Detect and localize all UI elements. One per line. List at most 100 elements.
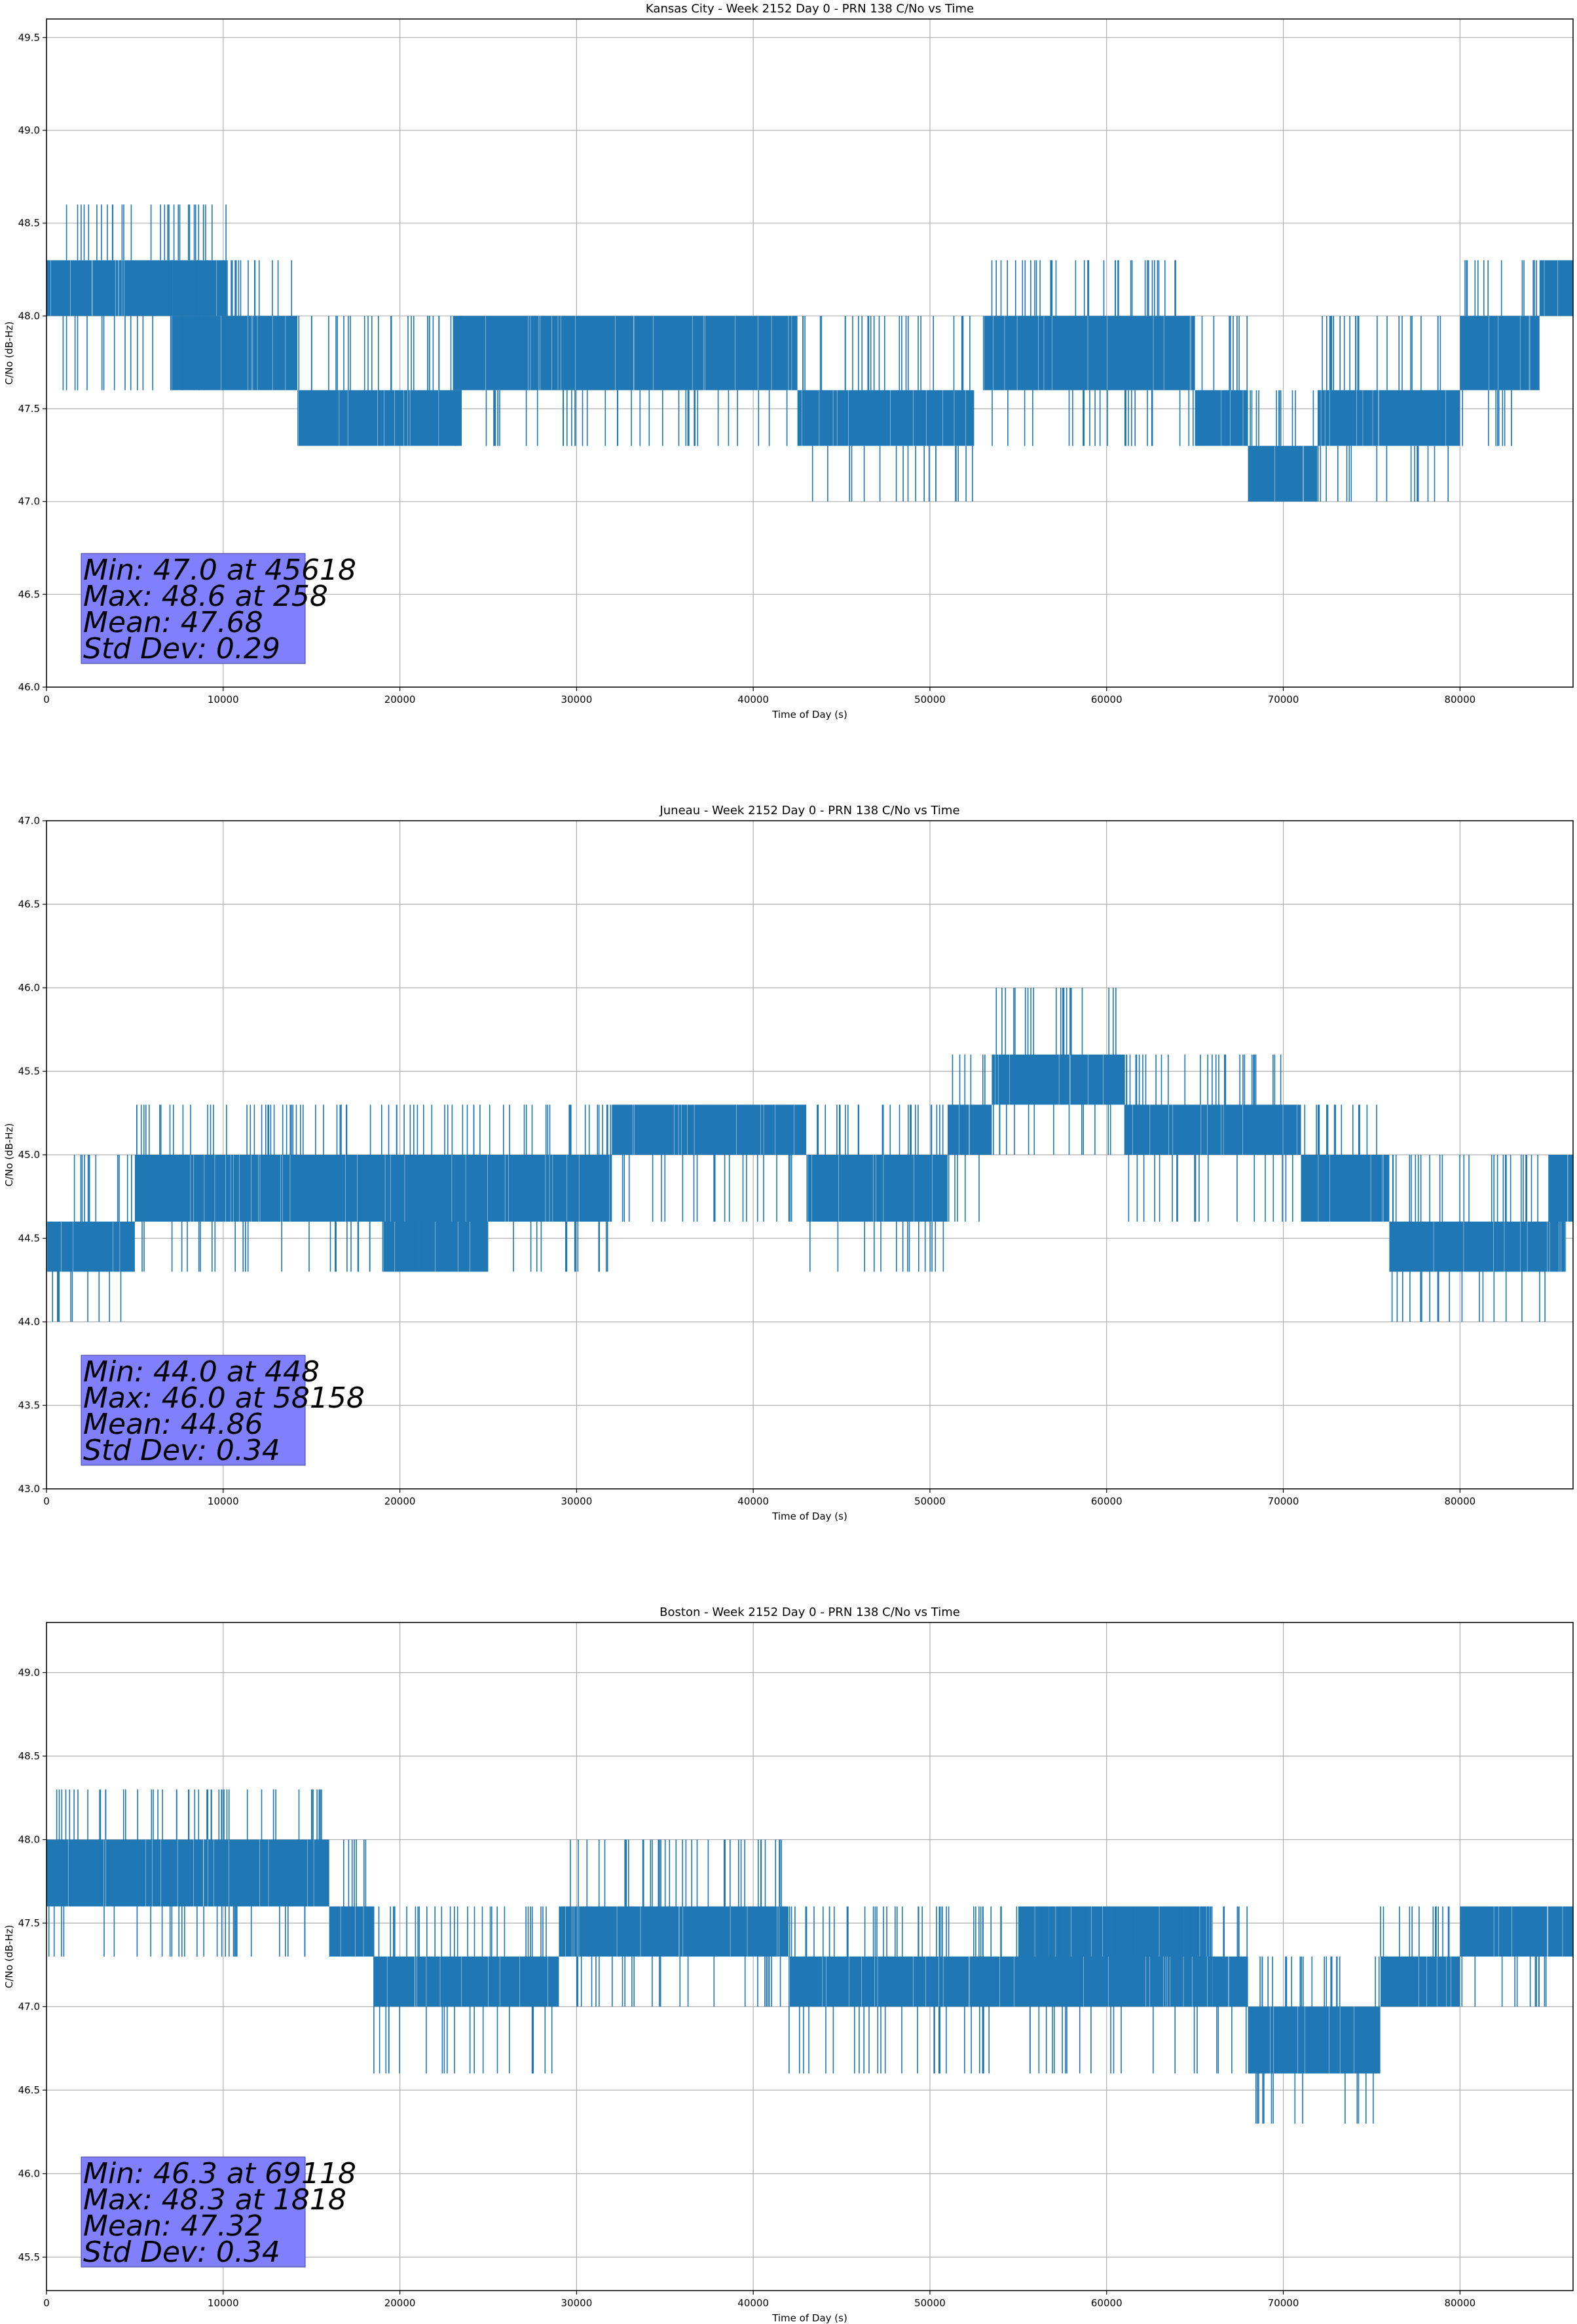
x-tick-label: 30000	[561, 2297, 593, 2309]
stats-line: Std Dev: 0.34	[83, 2236, 280, 2269]
series-band	[1301, 1155, 1390, 1222]
x-tick-label: 20000	[384, 1495, 416, 1507]
y-tick-label: 49.5	[18, 31, 40, 43]
series-band	[170, 316, 298, 390]
series-band	[1195, 390, 1248, 446]
x-tick-label: 80000	[1444, 2297, 1475, 2309]
stats-line: Max: 48.6 at 258	[83, 580, 328, 613]
y-tick-label: 43.0	[18, 1483, 40, 1495]
stats-line: Std Dev: 0.29	[83, 632, 280, 665]
series-band	[1389, 1222, 1567, 1272]
chart-title: Juneau - Week 2152 Day 0 - PRN 138 C/No …	[659, 804, 959, 817]
series-band	[788, 1957, 930, 2007]
stats-line: Std Dev: 0.34	[83, 1434, 280, 1467]
chart-title: Kansas City - Week 2152 Day 0 - PRN 138 …	[646, 2, 974, 16]
series-band	[1548, 1155, 1573, 1222]
chart-title: Boston - Week 2152 Day 0 - PRN 138 C/No …	[659, 1605, 960, 1619]
x-axis-label: Time of Day (s)	[771, 1510, 847, 1522]
x-tick-label: 60000	[1091, 694, 1122, 705]
y-tick-label: 46.0	[18, 681, 40, 693]
series-band	[297, 390, 462, 446]
series-band	[373, 1957, 559, 2007]
x-tick-label: 40000	[737, 2297, 769, 2309]
x-tick-label: 60000	[1091, 1495, 1122, 1507]
stats-box	[81, 1355, 306, 1466]
y-tick-label: 46.5	[18, 899, 40, 910]
y-tick-label: 45.5	[18, 1066, 40, 1078]
series-band	[992, 1055, 1124, 1105]
y-tick-label: 47.0	[18, 496, 40, 508]
x-tick-label: 30000	[561, 694, 593, 705]
series-band	[329, 1906, 374, 1957]
x-tick-label: 10000	[208, 2297, 239, 2309]
series-band	[982, 316, 1195, 390]
y-tick-label: 44.0	[18, 1316, 40, 1328]
series-band	[46, 1839, 329, 1907]
series-band	[1212, 1957, 1248, 2007]
x-tick-label: 80000	[1444, 1495, 1475, 1507]
stats-box	[81, 2156, 306, 2268]
x-tick-label: 50000	[914, 1495, 946, 1507]
stats-box	[81, 553, 306, 664]
stats-line: Min: 44.0 at 448	[83, 1355, 320, 1389]
y-tick-label: 43.5	[18, 1400, 40, 1412]
series-band	[1460, 1906, 1573, 1957]
stats-line: Mean: 47.68	[83, 606, 263, 639]
x-tick-label: 10000	[208, 694, 239, 705]
x-tick-label: 60000	[1091, 2297, 1122, 2309]
y-tick-label: 44.5	[18, 1233, 40, 1245]
chart-panel-juneau: 0 10000 20000 30000 40000 50000 60000 70000 8000…	[3, 804, 1574, 1522]
x-tick-label: 0	[43, 1495, 50, 1507]
stats-line: Mean: 44.86	[83, 1408, 263, 1441]
y-tick-label: 46.0	[18, 982, 40, 994]
y-tick-label: 48.5	[18, 217, 40, 229]
x-tick-label: 40000	[737, 694, 769, 705]
series-band	[1318, 390, 1460, 446]
x-tick-label: 30000	[561, 1495, 593, 1507]
series-band	[46, 260, 227, 316]
y-axis-label: C/No (dB-Hz)	[3, 322, 15, 385]
y-tick-label: 48.0	[18, 1834, 40, 1846]
y-tick-label: 48.5	[18, 1750, 40, 1762]
y-tick-label: 47.0	[18, 2001, 40, 2013]
x-tick-label: 20000	[384, 2297, 416, 2309]
x-tick-label: 20000	[384, 694, 416, 705]
y-tick-label: 46.0	[18, 2168, 40, 2180]
series-band	[1248, 445, 1319, 502]
y-tick-label: 45.0	[18, 1149, 40, 1161]
chart-panel-kansas-city: 0 10000 20000 30000 40000 50000 60000 70000 8000…	[3, 2, 1574, 721]
y-tick-label: 49.0	[18, 1667, 40, 1679]
y-axis-label: C/No (dB-Hz)	[3, 1123, 15, 1187]
y-tick-label: 46.5	[18, 588, 40, 600]
y-axis-label: C/No (dB-Hz)	[3, 1925, 15, 1989]
y-tick-label: 47.5	[18, 403, 40, 415]
x-tick-label: 0	[43, 2297, 50, 2309]
series-band	[1248, 2006, 1381, 2074]
x-tick-label: 0	[43, 694, 50, 705]
x-tick-label: 50000	[914, 2297, 946, 2309]
series-band	[806, 1155, 948, 1222]
y-tick-label: 46.5	[18, 2084, 40, 2096]
stats-line: Mean: 47.32	[83, 2209, 263, 2243]
chart-panel-boston: 0 10000 20000 30000 40000 50000 60000 70000 8000…	[3, 1605, 1574, 2324]
series-band	[612, 1104, 807, 1155]
series-line	[62, 204, 1537, 502]
series-band	[46, 1222, 135, 1272]
x-tick-label: 50000	[914, 694, 946, 705]
series-band	[134, 1155, 489, 1222]
x-tick-label: 70000	[1268, 2297, 1299, 2309]
series-band	[1539, 260, 1573, 316]
series-band	[453, 316, 798, 390]
x-tick-label: 70000	[1268, 1495, 1299, 1507]
axes-frame	[46, 18, 1574, 688]
y-tick-label: 45.5	[18, 2251, 40, 2263]
series-band	[1380, 1957, 1460, 2007]
series-line	[48, 1790, 1547, 2124]
y-tick-label: 47.5	[18, 1917, 40, 1929]
series-band	[559, 1906, 789, 1957]
x-tick-label: 70000	[1268, 694, 1299, 705]
series-band	[797, 390, 974, 446]
stats-line: Min: 46.3 at 69118	[83, 2157, 356, 2190]
y-tick-label: 49.0	[18, 124, 40, 136]
